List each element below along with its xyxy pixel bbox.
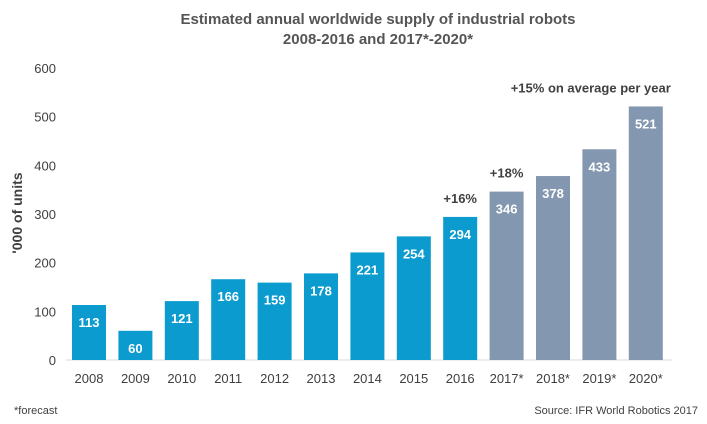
y-tick-label: 600 (34, 61, 56, 76)
data-label: 378 (542, 186, 564, 201)
forecast-note: *forecast (14, 405, 57, 417)
bar-2017-forecast (489, 191, 524, 360)
data-label: 221 (357, 262, 379, 277)
bar-2014 (350, 252, 385, 360)
bar-2011 (211, 279, 246, 360)
data-label: 346 (496, 202, 518, 217)
plot-area: 0 100 200 300 400 500 600 113 2008 60 2009 121 2010 1… (34, 61, 672, 386)
data-label: 113 (79, 315, 100, 330)
bar-2019-forecast (582, 149, 617, 360)
data-label: 254 (403, 246, 425, 261)
annotation: +16% (443, 191, 477, 206)
x-tick-label: 2012 (260, 371, 289, 386)
chart-title: Estimated annual worldwide supply of ind… (180, 11, 575, 28)
bar-2008 (72, 305, 106, 360)
x-tick-label: 2013 (307, 371, 336, 386)
y-tick-label: 0 (49, 353, 56, 368)
y-tick-label: 400 (34, 158, 56, 173)
data-label: 433 (589, 159, 611, 174)
data-label: 159 (264, 293, 286, 308)
data-label: 178 (310, 283, 332, 298)
data-label: 121 (171, 311, 193, 326)
x-tick-label: 2014 (353, 371, 382, 386)
x-tick-label: 2008 (75, 371, 104, 386)
y-tick-label: 200 (34, 256, 56, 271)
x-tick-label: 2020* (629, 371, 663, 386)
y-tick-label: 500 (34, 110, 56, 125)
bar-2012 (257, 282, 292, 360)
x-tick-label: 2017* (490, 371, 524, 386)
chart-subtitle: 2008-2016 and 2017*-2020* (283, 31, 473, 48)
x-tick-label: 2019* (582, 371, 616, 386)
bar-2009 (118, 330, 153, 360)
x-tick-label: 2010 (167, 371, 196, 386)
bar-2010 (164, 301, 199, 360)
bar-2013 (304, 273, 338, 360)
bar-2015 (396, 236, 431, 360)
data-label: 294 (449, 227, 471, 242)
y-tick-label: 300 (34, 207, 56, 222)
y-tick-label: 100 (34, 304, 56, 319)
x-tick-label: 2009 (121, 371, 150, 386)
bar-2018-forecast (536, 176, 570, 360)
data-label: 166 (217, 289, 239, 304)
y-axis-label: '000 of units (9, 172, 25, 253)
source-text: Source: IFR World Robotics 2017 (534, 405, 698, 417)
bar-2020-forecast (628, 106, 663, 361)
annotation: +18% (490, 166, 524, 181)
x-tick-label: 2018* (536, 371, 570, 386)
bar-2016 (443, 216, 478, 360)
x-tick-label: 2016 (446, 371, 475, 386)
data-label: 60 (128, 341, 142, 356)
annotation: +15% on average per year (511, 80, 671, 95)
data-label: 521 (635, 116, 657, 131)
x-tick-label: 2011 (214, 371, 242, 386)
x-tick-label: 2015 (399, 371, 428, 386)
